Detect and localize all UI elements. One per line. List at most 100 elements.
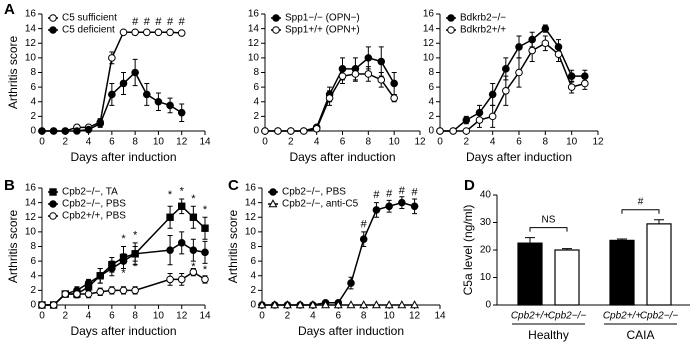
bar [609,239,635,306]
annotation: NS [542,214,556,225]
marker [377,57,386,66]
marker [189,213,198,221]
marker [488,90,497,99]
marker [108,54,116,62]
marker [154,28,163,37]
marker [390,79,398,88]
x-tick-label: 8 [361,311,367,322]
x-tick-label: 8 [543,137,549,148]
x-tick-label: 12 [414,137,426,148]
x-tick-label: 4 [490,137,496,148]
x-tick-label: 14 [199,311,211,322]
marker [390,94,398,102]
annotation: # [144,16,151,28]
y-tick-label: 6 [428,82,434,93]
annotation: * [191,193,196,205]
marker [177,275,186,284]
marker [84,125,93,134]
marker [201,275,209,284]
x-tick-label: 2 [288,137,294,148]
legend-label: Cpb2−/−, TA [62,187,118,198]
y-tick-label: 16 [245,183,257,194]
marker [142,28,151,37]
marker [96,119,105,128]
legend-label: Spp1+/+ (OPN+) [285,25,360,36]
y-tick-label: 2 [253,111,259,122]
marker [131,250,139,258]
marker [166,28,174,37]
marker [282,300,292,309]
marker [49,26,57,34]
marker [119,286,128,295]
legend-label: Spp1−/− (OPN−) [285,13,360,24]
marker [364,70,373,78]
y-tick-label: 2 [30,285,36,296]
group-label: Healthy [528,328,569,342]
marker [131,286,139,295]
annotation: # [373,189,380,201]
y-tick-label: 4 [428,96,434,107]
x-axis-label: Days after induction [70,150,176,164]
y-tick-label: 8 [253,67,259,78]
bar [646,223,672,306]
annotation: * [133,229,138,241]
marker [462,127,471,135]
panel-label: C [228,177,239,194]
marker [372,206,381,214]
x-tick-label: 6 [336,311,342,322]
marker [541,24,550,33]
marker [287,127,295,135]
marker [274,127,282,135]
marker [177,239,186,247]
y-tick-label: 14 [245,197,257,208]
marker [325,94,334,102]
x-tick-label: 0 [259,311,265,322]
marker [385,202,393,211]
marker [321,300,331,309]
annotation: * [133,261,138,273]
x-tick-label: 4 [314,137,320,148]
legend-label: Cpb2−/−, PBS [282,187,346,198]
y-tick-label: 8 [428,67,434,78]
marker [154,97,163,106]
x-tick-label: 4 [86,137,92,148]
annotation: # [386,188,393,200]
marker [108,264,116,273]
marker [312,125,321,133]
marker [410,300,420,309]
y-tick-label: 16 [248,9,260,20]
marker [347,279,355,287]
marker [581,79,589,88]
annotation: # [155,16,162,28]
y-tick-label: 12 [248,38,260,49]
y-tick-label: 6 [30,82,36,93]
marker [398,198,406,207]
marker [131,68,139,77]
marker [502,65,510,73]
y-tick-label: 0 [30,300,36,311]
x-axis-label: Days after induction [466,150,572,164]
y-tick-label: 12 [245,212,257,223]
series-line [42,31,182,132]
marker [515,43,523,51]
marker [295,300,305,309]
y-axis-label: Arthritis score [6,210,20,284]
marker [61,127,70,135]
panel-label: A [4,1,15,18]
annotation: # [412,186,419,198]
y-tick-label: 6 [30,256,36,267]
marker [268,199,278,208]
x-tick-label: Cpb2−/− [640,311,679,322]
annotation: # [179,16,186,28]
legend-label: Bdkrb2+/+ [460,25,506,36]
y-tick-label: 2 [428,111,434,122]
panel-label: B [4,177,15,194]
marker [410,202,419,211]
y-tick-label: 14 [423,23,435,34]
x-tick-label: 12 [176,137,188,148]
marker [96,288,105,296]
y-tick-label: 10 [248,53,260,64]
annotation: * [168,189,173,201]
x-tick-label: 0 [437,137,443,148]
y-tick-label: 0 [485,300,491,311]
